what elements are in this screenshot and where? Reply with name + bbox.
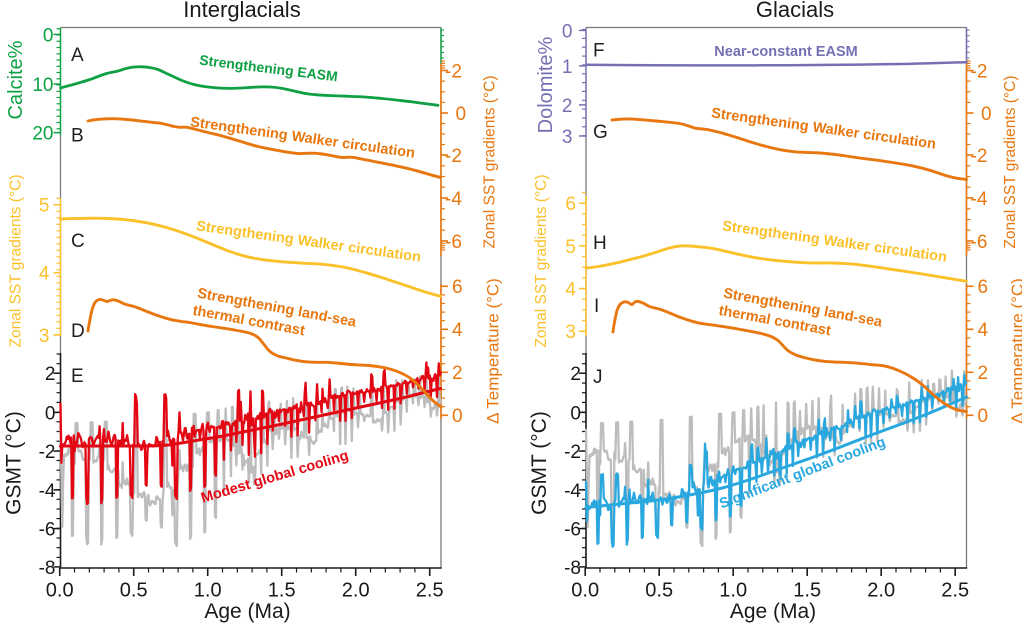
svg-text:4: 4 bbox=[452, 320, 463, 341]
svg-text:4: 4 bbox=[978, 320, 989, 341]
svg-text:J: J bbox=[593, 367, 603, 388]
svg-text:0.5: 0.5 bbox=[645, 580, 673, 602]
svg-text:Zonal SST gradients (°C): Zonal SST gradients (°C) bbox=[1002, 75, 1019, 248]
svg-text:-4: -4 bbox=[445, 189, 462, 210]
svg-text:Zonal SST gradients (°C): Zonal SST gradients (°C) bbox=[533, 174, 550, 347]
svg-text:1.5: 1.5 bbox=[268, 580, 296, 602]
svg-text:0.0: 0.0 bbox=[571, 580, 599, 602]
svg-text:-8: -8 bbox=[564, 558, 581, 579]
svg-text:D: D bbox=[71, 321, 85, 342]
svg-text:5: 5 bbox=[565, 237, 576, 258]
svg-text:-8: -8 bbox=[39, 558, 56, 579]
svg-text:4: 4 bbox=[565, 280, 576, 301]
svg-text:Δ Temperature (°C): Δ Temperature (°C) bbox=[1008, 278, 1022, 424]
svg-text:0: 0 bbox=[452, 406, 463, 427]
svg-text:3: 3 bbox=[565, 322, 576, 343]
svg-text:GSMT (°C): GSMT (°C) bbox=[3, 411, 26, 515]
svg-text:-4: -4 bbox=[971, 189, 988, 210]
svg-text:2: 2 bbox=[562, 96, 573, 117]
svg-text:-6: -6 bbox=[39, 520, 56, 541]
svg-text:1.5: 1.5 bbox=[793, 580, 821, 602]
svg-text:Calcite%: Calcite% bbox=[5, 40, 27, 119]
svg-text:Near-constant EASM: Near-constant EASM bbox=[714, 44, 857, 60]
svg-text:0: 0 bbox=[978, 406, 989, 427]
svg-text:2: 2 bbox=[978, 363, 989, 384]
svg-text:GSMT (°C): GSMT (°C) bbox=[528, 411, 551, 515]
svg-text:-2: -2 bbox=[445, 146, 462, 167]
svg-text:-2: -2 bbox=[445, 61, 462, 82]
svg-text:6: 6 bbox=[452, 277, 463, 298]
svg-text:-6: -6 bbox=[564, 520, 581, 541]
svg-text:0: 0 bbox=[981, 104, 992, 125]
svg-text:2.0: 2.0 bbox=[342, 580, 370, 602]
svg-text:3: 3 bbox=[562, 127, 573, 148]
svg-text:5: 5 bbox=[39, 196, 50, 217]
svg-text:Glacials: Glacials bbox=[756, 0, 834, 22]
svg-text:-6: -6 bbox=[971, 232, 988, 253]
svg-text:0.0: 0.0 bbox=[46, 580, 74, 602]
svg-text:E: E bbox=[71, 366, 84, 387]
svg-text:2.5: 2.5 bbox=[941, 580, 969, 602]
svg-text:Δ Temperature (°C): Δ Temperature (°C) bbox=[484, 278, 503, 424]
svg-text:0.5: 0.5 bbox=[120, 580, 148, 602]
svg-text:4: 4 bbox=[39, 264, 50, 285]
svg-text:6: 6 bbox=[978, 277, 989, 298]
svg-text:Zonal SST gradients (°C): Zonal SST gradients (°C) bbox=[482, 75, 499, 248]
svg-text:2.5: 2.5 bbox=[416, 580, 444, 602]
svg-text:C: C bbox=[71, 231, 85, 252]
svg-text:Zonal SST gradients (°C): Zonal SST gradients (°C) bbox=[8, 174, 25, 347]
svg-text:3: 3 bbox=[39, 326, 50, 347]
svg-text:2: 2 bbox=[452, 363, 463, 384]
svg-text:-2: -2 bbox=[564, 442, 581, 463]
svg-text:20: 20 bbox=[32, 124, 53, 145]
svg-text:-2: -2 bbox=[971, 61, 988, 82]
svg-text:-2: -2 bbox=[39, 442, 56, 463]
svg-text:10: 10 bbox=[32, 75, 53, 96]
svg-text:Age (Ma): Age (Ma) bbox=[204, 600, 290, 623]
svg-text:H: H bbox=[593, 233, 607, 254]
svg-text:1: 1 bbox=[562, 57, 573, 78]
svg-text:-4: -4 bbox=[564, 481, 581, 502]
svg-text:2.0: 2.0 bbox=[867, 580, 895, 602]
svg-text:A: A bbox=[71, 45, 84, 66]
svg-text:0: 0 bbox=[45, 403, 56, 424]
svg-text:0: 0 bbox=[43, 25, 54, 46]
svg-text:I: I bbox=[594, 296, 599, 317]
svg-text:2: 2 bbox=[570, 364, 581, 385]
svg-text:G: G bbox=[593, 122, 608, 143]
svg-text:0: 0 bbox=[570, 403, 581, 424]
svg-text:B: B bbox=[71, 126, 84, 147]
svg-text:-6: -6 bbox=[445, 232, 462, 253]
svg-text:F: F bbox=[593, 41, 605, 62]
svg-text:6: 6 bbox=[565, 194, 576, 215]
svg-text:-2: -2 bbox=[971, 146, 988, 167]
svg-text:Dolomite%: Dolomite% bbox=[535, 36, 557, 133]
svg-text:0: 0 bbox=[562, 21, 573, 42]
svg-text:0: 0 bbox=[456, 104, 467, 125]
svg-text:Interglacials: Interglacials bbox=[183, 0, 300, 22]
svg-text:1.0: 1.0 bbox=[719, 580, 747, 602]
svg-text:-4: -4 bbox=[39, 481, 56, 502]
svg-text:Age (Ma): Age (Ma) bbox=[730, 600, 816, 623]
svg-text:2: 2 bbox=[45, 364, 56, 385]
svg-text:1.0: 1.0 bbox=[194, 580, 222, 602]
